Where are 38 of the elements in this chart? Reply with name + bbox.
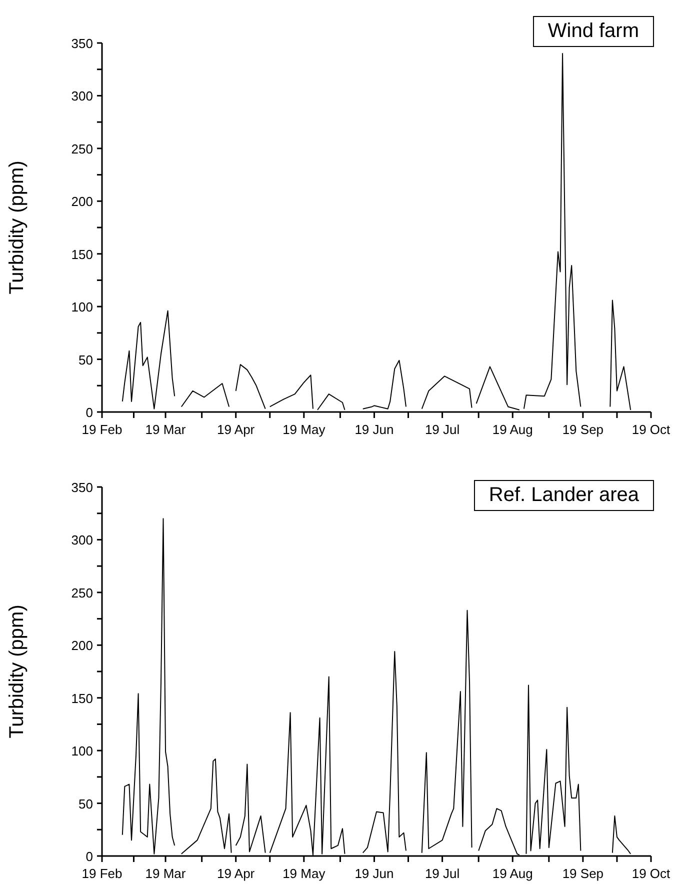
x-tick-label: 19 Aug	[492, 866, 533, 881]
y-tick-label: 150	[71, 690, 93, 706]
x-tick-label: 19 Mar	[145, 422, 186, 437]
x-tick-label: 19 May	[282, 866, 326, 881]
x-tick-label: 19 Feb	[82, 422, 122, 437]
x-tick-label: 19 Oct	[632, 866, 671, 881]
x-tick-label: 19 Feb	[82, 866, 122, 881]
y-tick-label: 300	[71, 88, 93, 104]
y-tick-label: 250	[71, 585, 93, 600]
x-tick-label: 19 May	[282, 422, 326, 437]
y-axis-title: Turbidity (ppm)	[6, 604, 28, 738]
y-tick-label: 350	[71, 480, 93, 495]
x-tick-label: 19 Jul	[424, 422, 460, 437]
y-tick-label: 250	[71, 141, 93, 156]
y-tick-label: 150	[71, 246, 93, 262]
y-tick-label: 200	[71, 194, 93, 210]
x-tick-label: 19 Mar	[145, 866, 186, 881]
x-tick-label: 19 Sep	[562, 866, 604, 881]
x-tick-label: 19 Aug	[492, 422, 533, 437]
y-tick-label: 50	[78, 796, 93, 812]
y-axis-title: Turbidity (ppm)	[6, 160, 28, 294]
y-tick-label: 100	[71, 744, 93, 759]
y-tick-label: 100	[71, 300, 93, 315]
y-tick-label: 300	[71, 532, 93, 548]
x-tick-label: 19 Jul	[424, 866, 460, 881]
y-tick-label: 50	[78, 352, 93, 368]
y-tick-label: 0	[86, 849, 93, 864]
y-tick-label: 0	[86, 405, 93, 420]
x-tick-label: 19 Sep	[562, 422, 604, 437]
x-tick-label: 19 Apr	[217, 422, 256, 437]
x-tick-label: 19 Apr	[217, 866, 256, 881]
annotation: Ref. Lander area	[474, 480, 654, 511]
y-tick-label: 200	[71, 638, 93, 654]
x-tick-label: 19 Oct	[632, 422, 671, 437]
y-tick-label: 350	[71, 36, 93, 51]
x-tick-label: 19 Jun	[354, 422, 394, 437]
x-tick-label: 19 Jun	[354, 866, 394, 881]
text: Wind farm	[532, 16, 654, 47]
